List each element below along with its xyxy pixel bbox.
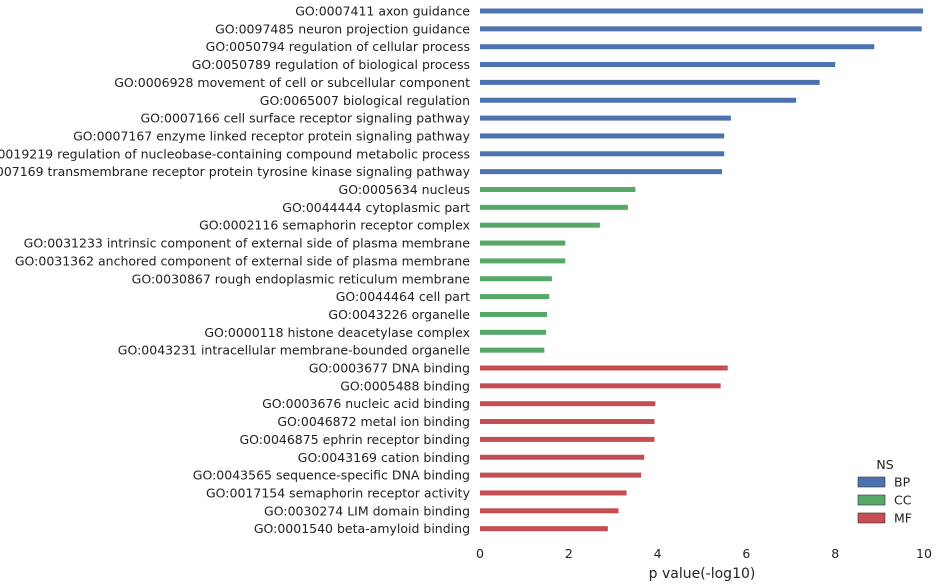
bar [480,133,725,139]
category-label: GO:0001540 beta-amyloid binding [254,521,470,536]
x-tick-label: 10 [916,546,932,561]
bar [480,169,722,175]
bar [480,436,655,442]
bar [480,490,627,496]
category-label: GO:0007411 axon guidance [295,4,470,19]
category-label: GO:0006928 movement of cell or subcellul… [114,75,470,90]
bar [480,294,550,300]
bar [480,401,656,407]
x-tick-label: 8 [831,546,839,561]
category-label: GO:0005488 binding [340,378,470,393]
bar [480,258,566,264]
bar [480,187,636,192]
category-label: GO:0030867 rough endoplasmic reticulum m… [132,271,471,286]
category-label: GO:0043231 intracellular membrane-bounde… [118,343,471,358]
category-label: GO:0031233 intrinsic component of extern… [24,236,471,251]
category-label: GO:0043565 sequence-specific DNA binding [193,468,470,483]
legend-swatch [857,494,886,506]
category-label: GO:0044464 cell part [336,289,470,304]
bar [480,276,552,282]
category-label: GO:0000118 histone deacetylase complex [204,325,470,340]
category-label: GO:0065007 biological regulation [260,93,470,108]
category-label: GO:0046872 metal ion binding [277,414,470,429]
x-tick-label: 4 [654,546,662,561]
legend-swatch [857,476,886,488]
bar [480,365,728,371]
bar [480,454,645,460]
category-label: GO:0031362 anchored component of externa… [15,253,470,268]
bar [480,44,875,50]
category-labels: GO:0007411 axon guidance GO:0097485 neuro… [0,4,471,537]
category-label: GO:0046875 ephrin receptor binding [239,432,470,447]
category-label: GO:0097485 neuron projection guidance [215,21,470,36]
bar [480,62,836,68]
bar [480,472,642,478]
bar [480,383,721,389]
category-label: GO:0003676 nucleic acid binding [262,396,470,411]
category-label: GO:0043226 organelle [328,307,470,322]
category-label: GO:0043169 cation binding [298,450,470,465]
legend-title: NS [876,457,893,472]
bar [480,26,922,32]
legend-label: BP [894,475,911,490]
category-label: GO:0044444 cytoplasmic part [282,200,470,215]
bar [480,419,655,425]
category-label: GO:0030274 LIM domain binding [264,503,470,518]
bar [480,329,547,335]
bar [480,115,731,121]
bar [480,8,924,14]
bar [480,311,548,317]
legend-label: MF [894,511,912,526]
bar [480,222,600,228]
category-label: GO:0005634 nucleus [339,182,470,197]
bar [480,79,820,85]
category-label: GO:0003677 DNA binding [309,361,470,376]
category-label: GO:0017154 semaphorin receptor activity [206,485,471,500]
bar [480,204,628,210]
category-label: GO:0050789 regulation of biological proc… [192,57,470,72]
legend-label: CC [894,493,912,508]
bar [480,526,608,532]
category-label: GO:0007169 transmembrane receptor protei… [0,164,471,179]
category-label: GO:0007167 enzyme linked receptor protei… [73,128,471,143]
x-axis-label: p value(-log10) [649,566,756,582]
bar [480,508,619,514]
x-tick-label: 6 [742,546,750,561]
bars [480,8,924,532]
category-label: GO:0050794 regulation of cellular proces… [206,39,470,54]
x-tick-label: 2 [565,546,573,561]
bar [480,151,725,157]
legend-swatch [857,512,886,524]
x-tick-label: 0 [476,546,484,561]
bar [480,240,566,246]
category-label: GO:0007166 cell surface receptor signali… [140,111,470,126]
category-label: GO:0019219 regulation of nucleobase-cont… [0,146,470,161]
bar [480,347,545,353]
x-axis: 0 2 4 6 8 10 [476,546,932,561]
bar [480,97,797,103]
category-label: GO:0002116 semaphorin receptor complex [199,218,470,233]
